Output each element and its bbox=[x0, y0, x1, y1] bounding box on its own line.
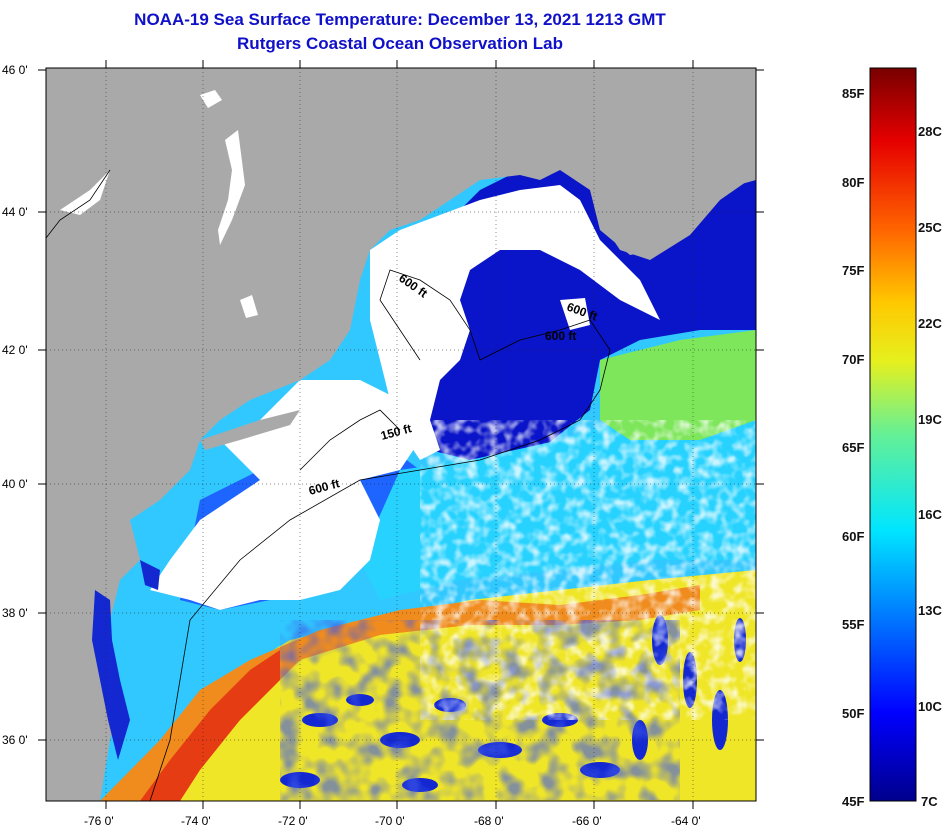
delaware-bay bbox=[140, 560, 160, 590]
cbar-f-label: 65F bbox=[842, 440, 864, 455]
chart-title: NOAA-19 Sea Surface Temperature: Decembe… bbox=[134, 10, 666, 29]
cbar-f-label: 85F bbox=[842, 86, 864, 101]
cbar-c-label: 28C bbox=[918, 124, 942, 139]
lat-label: 36 0' bbox=[2, 733, 28, 747]
cbar-f-label: 80F bbox=[842, 175, 864, 190]
sst-region-gulf-stream-red bbox=[140, 650, 280, 801]
chesapeake-bay bbox=[92, 590, 130, 760]
land-nova-scotia bbox=[590, 100, 756, 260]
sst-region-green bbox=[600, 330, 756, 440]
lon-label: -64 0' bbox=[671, 814, 701, 828]
cbar-c-label: 19C bbox=[918, 412, 942, 427]
lon-label: -72 0' bbox=[278, 814, 308, 828]
axis-ticks bbox=[38, 60, 764, 809]
lon-label: -68 0' bbox=[474, 814, 504, 828]
cbar-f-label: 75F bbox=[842, 263, 864, 278]
lake bbox=[240, 295, 258, 318]
cbar-f-label: 50F bbox=[842, 706, 864, 721]
colorbar bbox=[869, 67, 917, 802]
lat-label: 42 0' bbox=[2, 343, 28, 357]
cbar-c-label: 16C bbox=[918, 507, 942, 522]
cbar-c-label: 10C bbox=[918, 699, 942, 714]
cbar-f-label: 60F bbox=[842, 529, 864, 544]
lon-label: -76 0' bbox=[84, 814, 114, 828]
colorbar-fahrenheit-labels: 85F 80F 75F 70F 65F 60F 55F 50F 45F bbox=[842, 86, 864, 809]
lat-label: 38 0' bbox=[2, 606, 28, 620]
latitude-labels: 46 0' 44 0' 42 0' 40 0' 38 0' 36 0' bbox=[2, 63, 28, 747]
lake bbox=[218, 130, 245, 245]
cbar-c-label: 13C bbox=[918, 603, 942, 618]
map-frame bbox=[45, 67, 757, 802]
land-mass bbox=[46, 68, 756, 801]
lat-label: 44 0' bbox=[2, 205, 28, 219]
lake bbox=[60, 170, 110, 215]
cbar-f-label: 70F bbox=[842, 352, 864, 367]
cloud-mass-mid-atlantic bbox=[150, 380, 420, 610]
isobath-label: 600 ft bbox=[545, 329, 576, 343]
cbar-c-label: 22C bbox=[918, 316, 942, 331]
lon-label: -70 0' bbox=[375, 814, 405, 828]
lake bbox=[200, 90, 222, 108]
land-long-island bbox=[200, 410, 300, 450]
isobath-contours bbox=[46, 169, 611, 801]
cloud-mass-new-england bbox=[370, 185, 660, 460]
cbar-f-label: 45F bbox=[842, 794, 864, 809]
colorbar-celsius-labels: 28C 25C 22C 19C 16C 13C 10C 7C bbox=[918, 124, 942, 809]
longitude-labels: -76 0' -74 0' -72 0' -70 0' -68 0' -66 0… bbox=[84, 814, 701, 828]
cbar-c-label: 7C bbox=[921, 794, 938, 809]
lon-label: -66 0' bbox=[572, 814, 602, 828]
cloud-patch-cape bbox=[560, 298, 590, 330]
lon-label: -74 0' bbox=[181, 814, 211, 828]
cloud-speckle-south bbox=[280, 620, 680, 800]
lat-label: 46 0' bbox=[2, 63, 28, 77]
lat-label: 40 0' bbox=[2, 477, 28, 491]
chart-subtitle: Rutgers Coastal Ocean Observation Lab bbox=[237, 34, 563, 53]
cbar-f-label: 55F bbox=[842, 617, 864, 632]
cbar-c-label: 25C bbox=[918, 220, 942, 235]
